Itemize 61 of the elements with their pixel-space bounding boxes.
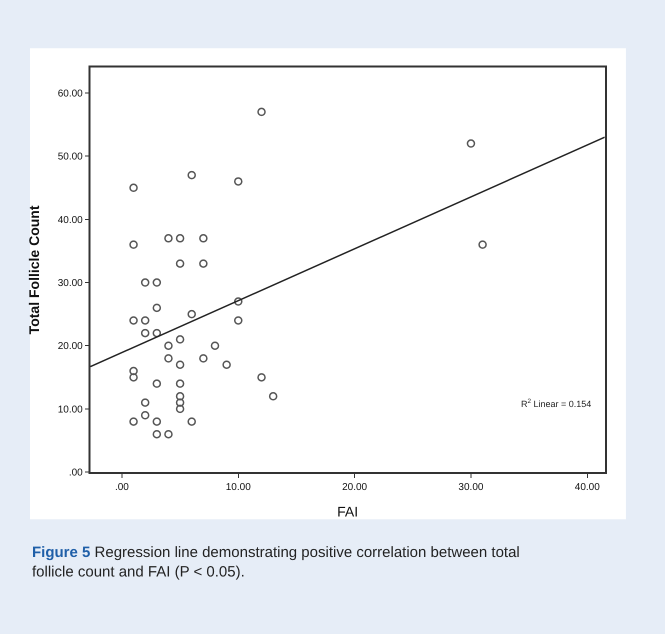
x-tick-label: .00 <box>114 482 130 493</box>
y-tick-label: 30.00 <box>58 278 84 290</box>
point <box>176 335 184 344</box>
point <box>176 392 184 401</box>
x-tick-label: 30.00 <box>458 482 484 493</box>
point <box>176 379 184 388</box>
point <box>152 278 162 287</box>
point <box>176 234 184 243</box>
point <box>199 259 208 268</box>
point <box>176 398 184 407</box>
point <box>152 328 162 338</box>
y-axis-title: Total Follicle Count <box>26 205 42 334</box>
point <box>199 354 208 363</box>
point <box>164 354 173 363</box>
y-tick-label: 40.00 <box>58 214 84 226</box>
point <box>129 373 138 382</box>
point <box>210 341 220 350</box>
point <box>152 417 162 426</box>
point <box>187 417 196 426</box>
point <box>129 184 138 192</box>
point <box>257 373 266 382</box>
caption: Figure 5 Regression line demonstrating positive correlation between total follicle count and FAI (P < 0.05). <box>32 544 520 580</box>
y-tick-label: 50.00 <box>58 152 84 163</box>
y-tick-label: .00 <box>68 468 84 479</box>
point <box>152 430 162 438</box>
point <box>140 278 150 287</box>
point <box>234 316 243 325</box>
point <box>257 108 266 116</box>
point <box>129 316 138 325</box>
point <box>140 316 150 325</box>
y-tick-label: 20.00 <box>58 341 84 352</box>
annotation: R$^{2}$ Linear = 0.154 <box>521 398 592 409</box>
y-tick-label: 10.00 <box>58 404 84 416</box>
point <box>129 240 138 249</box>
point <box>478 240 487 249</box>
point <box>140 398 150 407</box>
point <box>152 304 162 312</box>
point <box>140 411 150 420</box>
point <box>199 234 208 243</box>
point <box>164 430 173 438</box>
point <box>164 234 173 243</box>
point <box>466 139 476 148</box>
point <box>234 177 243 186</box>
x-tick-label: 20.00 <box>342 482 368 493</box>
point <box>129 417 138 426</box>
point <box>187 170 196 180</box>
point <box>176 259 184 268</box>
point <box>164 341 173 350</box>
point <box>234 297 243 306</box>
point <box>176 404 184 414</box>
point <box>187 310 196 318</box>
x-tick-label: 40.00 <box>574 482 600 493</box>
point <box>268 392 278 401</box>
point <box>129 366 138 376</box>
point <box>140 328 150 338</box>
x-axis-title: FAI <box>337 504 358 520</box>
y-tick-label: 60.00 <box>58 88 84 100</box>
point <box>176 360 184 369</box>
point <box>222 360 231 369</box>
x-tick-label: 10.00 <box>226 482 252 493</box>
point <box>152 379 162 388</box>
